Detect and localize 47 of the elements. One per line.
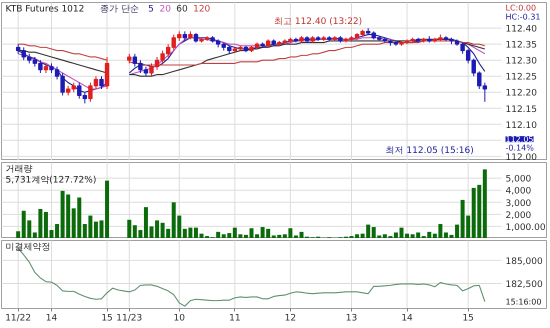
x-tick-label: 15 [101,314,113,324]
x-tick-label: 14 [401,314,414,324]
y-tick-label: 182,500 [506,280,543,290]
candlestick [44,62,48,74]
x-tick-label: 14 [46,314,58,324]
y-tick-label: 4,000 [506,186,532,197]
chart-title: KTB Futures 1012 [6,4,84,14]
x-tick-label: 11/23 [116,314,142,324]
text: 112.05 [506,135,534,144]
candlestick [127,53,132,64]
y-tick-label: 1,000.00 [506,222,546,233]
y-tick-label: 112.15 [506,104,537,115]
text: 120 [193,4,211,14]
text: -0.14% [506,144,534,153]
y-tick-label: 2,000 [506,210,532,221]
text: 60 [176,4,188,14]
annotation: 최저 112.05 (15:16) [386,146,474,156]
candlestick [99,76,104,90]
y-tick-label: 3,000 [506,198,532,209]
y-tick-label: 112.10 [506,120,538,131]
candlestick [194,32,198,44]
y-tick-label: 112.20 [506,88,538,99]
text: 15:16:00 [506,298,542,306]
legend-title: 종가 단순 [100,4,139,14]
x-tick-label: 12 [284,314,296,324]
y-tick-label: 5,000 [506,174,532,185]
chart-title: 거래량 [6,164,32,174]
chart-title: 미결제약정 [6,242,50,252]
x-tick-label: 11 [229,314,241,324]
y-tick-label: 112.25 [506,72,537,83]
text: LC:0.00 [506,4,536,12]
candlestick [104,56,110,90]
y-tick-label: 112.35 [506,40,537,51]
y-tick-label: 112.40 [506,24,538,35]
y-tick-label: 185,000 [506,256,543,267]
x-tick-label: 15 [462,314,474,324]
candlestick [182,30,188,42]
y-tick-label: 112.30 [506,56,538,67]
x-tick-label: 11/22 [5,314,32,324]
y-tick-label: 112.00 [506,152,538,163]
text: HC:-0.31 [506,12,540,22]
text: 20 [160,4,172,14]
x-tick-label: 10 [174,314,186,324]
text: 5,731계약(127.72%) [6,176,96,186]
text: 5 [148,4,154,14]
x-tick-label: 13 [346,314,358,324]
annotation: 최고 112.40 (13:22) [274,17,362,28]
